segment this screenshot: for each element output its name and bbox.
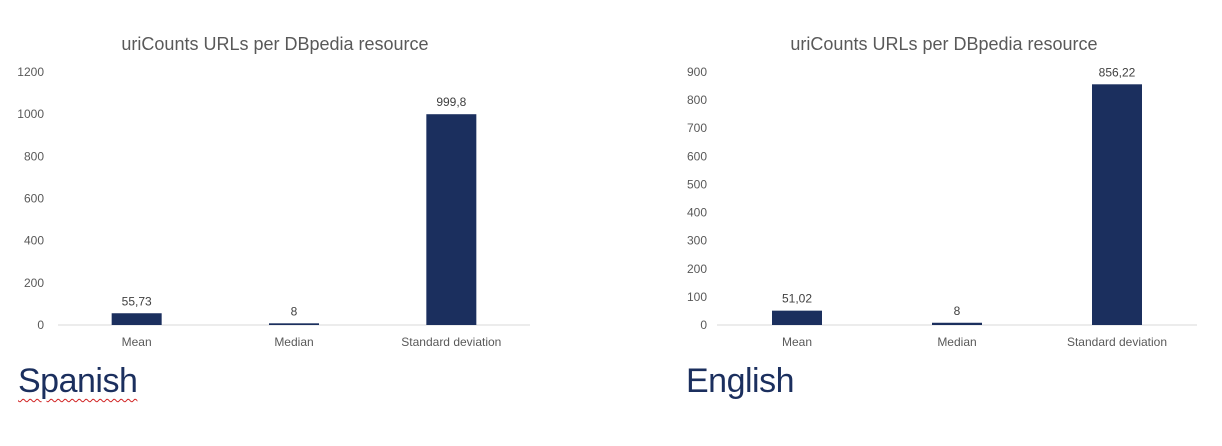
y-tick-label: 900 — [687, 65, 707, 79]
y-tick-label: 600 — [687, 149, 707, 163]
y-tick-label: 800 — [24, 149, 44, 163]
data-label: 8 — [291, 304, 298, 318]
chart-svg-english: uriCounts URLs per DBpedia resource 0 100… — [687, 34, 1197, 349]
chart-title: uriCounts URLs per DBpedia resource — [790, 34, 1097, 54]
y-tick-label: 200 — [24, 276, 44, 290]
bar — [1092, 84, 1142, 326]
data-label: 8 — [954, 304, 961, 318]
x-category-label: Median — [274, 335, 313, 349]
y-tick-label: 400 — [24, 234, 44, 248]
y-tick-label: 0 — [37, 318, 44, 332]
data-label: 51,02 — [782, 292, 812, 306]
y-tick-label: 1200 — [17, 65, 44, 79]
data-label: 55,73 — [122, 294, 152, 308]
bar — [269, 323, 319, 325]
y-tick-label: 700 — [687, 121, 707, 135]
x-category-label: Median — [937, 335, 976, 349]
bar — [426, 114, 477, 325]
y-tick-label: 0 — [700, 318, 707, 332]
chart-svg-spanish: uriCounts URLs per DBpedia resource 0 200… — [17, 34, 530, 349]
data-label: 999,8 — [436, 95, 466, 109]
y-tick-label: 600 — [24, 192, 44, 206]
y-tick-label: 1000 — [17, 107, 44, 121]
x-category-label: Mean — [782, 335, 812, 349]
x-category-label: Standard deviation — [1067, 335, 1167, 349]
y-tick-label: 300 — [687, 234, 707, 248]
chart-spanish: uriCounts URLs per DBpedia resource 0 200… — [0, 0, 560, 360]
bar — [772, 310, 822, 325]
data-label: 856,22 — [1099, 65, 1136, 79]
y-tick-label: 800 — [687, 93, 707, 107]
bar — [932, 322, 982, 325]
bar — [111, 313, 162, 325]
chart-english: uriCounts URLs per DBpedia resource 0 100… — [661, 0, 1221, 360]
y-tick-label: 200 — [687, 262, 707, 276]
x-category-label: Standard deviation — [401, 335, 501, 349]
y-tick-label: 400 — [687, 206, 707, 220]
chart-title: uriCounts URLs per DBpedia resource — [121, 34, 428, 54]
x-category-label: Mean — [122, 335, 152, 349]
language-label-spanish: Spanish — [18, 362, 138, 400]
y-tick-label: 100 — [687, 290, 707, 304]
y-tick-label: 500 — [687, 177, 707, 191]
language-label-english: English — [686, 362, 795, 400]
